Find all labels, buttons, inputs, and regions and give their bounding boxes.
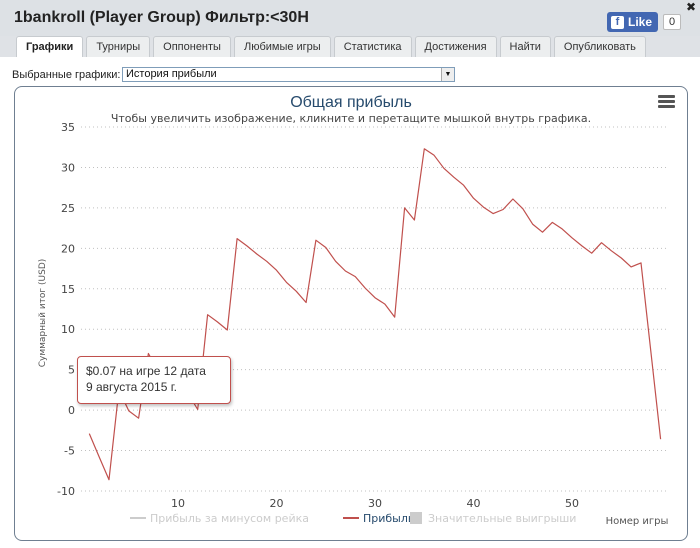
y-tick-label: 15	[61, 283, 75, 296]
legend-item-label: Прибыль за минусом рейка	[150, 512, 309, 525]
facebook-like-count: 0	[663, 14, 682, 30]
facebook-like-widget[interactable]: f Like 0	[607, 12, 682, 32]
tab-opponents[interactable]: Оппоненты	[153, 36, 231, 57]
legend-item-label: Значительные выигрыши	[428, 512, 576, 525]
tab-charts[interactable]: Графики	[16, 36, 84, 57]
tab-tournaments[interactable]: Турниры	[86, 36, 151, 57]
y-tick-label: 25	[61, 202, 75, 215]
x-tick-label: 40	[467, 497, 481, 510]
tab-content: Выбранные графики: История прибыли ▼ Общ…	[0, 57, 700, 548]
x-tick-labels: 10 20 30 40 50	[171, 497, 579, 510]
legend-item-label: Прибыль	[363, 512, 414, 525]
y-tick-label: -10	[57, 485, 75, 498]
chart-select-value: История прибыли	[126, 68, 217, 80]
facebook-like-button[interactable]: f Like	[607, 12, 659, 32]
close-icon[interactable]: ✖	[685, 0, 696, 14]
x-tick-label: 20	[270, 497, 284, 510]
grid-layer	[81, 126, 669, 492]
menu-icon[interactable]	[658, 95, 675, 109]
y-tick-label: 20	[61, 242, 75, 255]
window-title: 1bankroll (Player Group) Фильтр:<30H	[14, 9, 309, 26]
y-tick-labels: -10 -5 0 5 10 15 20 25 30 35	[57, 121, 75, 498]
tab-publish[interactable]: Опубликовать	[553, 36, 646, 57]
y-tick-label: 5	[68, 364, 75, 377]
chart-subtitle: Чтобы увеличить изображение, кликните и …	[111, 112, 591, 125]
x-tick-label: 50	[565, 497, 579, 510]
y-tick-label: 10	[61, 323, 75, 336]
chart-panel[interactable]: Общая прибыль Чтобы увеличить изображени…	[14, 86, 688, 541]
chart-title: Общая прибыль	[290, 94, 412, 111]
facebook-like-label: Like	[628, 15, 653, 29]
chart-legend: Прибыль за минусом рейка Прибыль Значитель…	[130, 512, 576, 525]
chart-select-label: Выбранные графики:	[12, 69, 121, 81]
y-axis-label: Суммарный итог (USD)	[38, 259, 48, 368]
chart-select[interactable]: История прибыли ▼	[122, 67, 455, 82]
legend-symbol	[410, 512, 422, 524]
tab-find[interactable]: Найти	[499, 36, 551, 57]
tab-favorite-games[interactable]: Любимые игры	[233, 36, 331, 57]
series-line-profit	[88, 148, 662, 481]
y-tick-label: 30	[61, 161, 75, 174]
tooltip-line-2: 9 августа 2015 г.	[86, 380, 177, 394]
facebook-icon: f	[611, 15, 624, 29]
tab-bar: Графики Турниры Оппоненты Любимые игры С…	[16, 36, 646, 57]
chevron-down-icon[interactable]: ▼	[441, 68, 454, 81]
profit-chart[interactable]: Общая прибыль Чтобы увеличить изображени…	[15, 87, 688, 541]
tab-achievements[interactable]: Достижения	[414, 36, 497, 57]
y-tick-label: -5	[64, 445, 75, 458]
x-tick-label: 30	[368, 497, 382, 510]
tab-statistics[interactable]: Статистика	[333, 36, 412, 57]
y-tick-label: 0	[68, 404, 75, 417]
window-titlebar: 1bankroll (Player Group) Фильтр:<30H f L…	[0, 0, 700, 36]
series-layer	[88, 148, 662, 481]
chart-tooltip: $0.07 на игре 12 дата 9 августа 2015 г.	[77, 356, 231, 404]
x-tick-label: 10	[171, 497, 185, 510]
y-tick-label: 35	[61, 121, 75, 134]
tooltip-line-1: $0.07 на игре 12 дата	[86, 364, 206, 378]
x-axis-label: Номер игры	[606, 516, 669, 527]
